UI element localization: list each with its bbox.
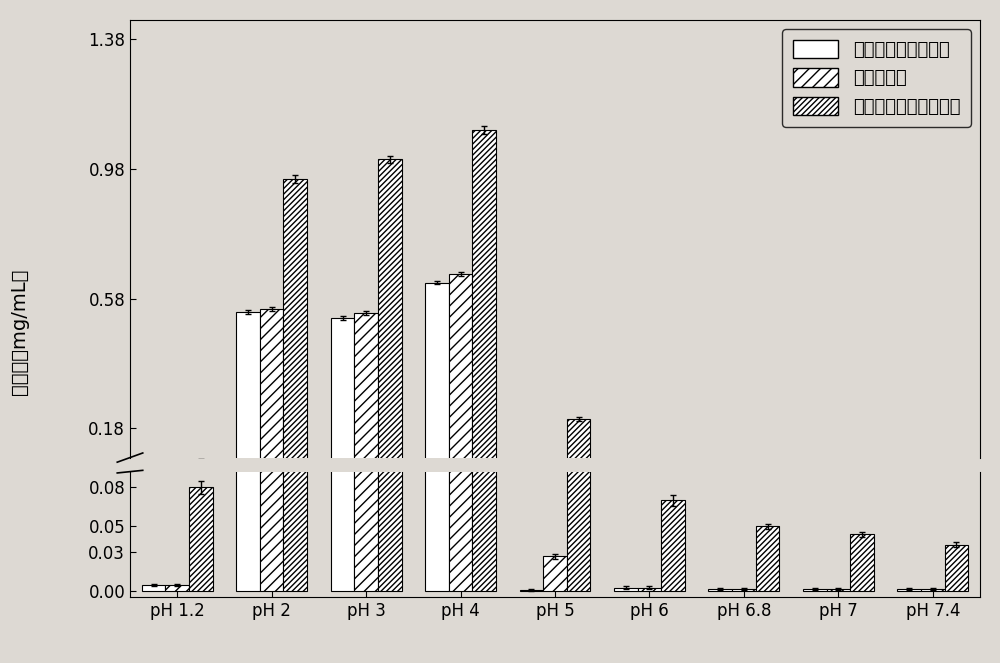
Bar: [945, 544, 968, 591]
Bar: [638, 486, 661, 487]
Bar: [425, 282, 449, 487]
Bar: [449, 274, 472, 487]
Bar: [425, 0, 449, 591]
Bar: [189, 461, 213, 487]
Bar: [945, 475, 968, 487]
Bar: [472, 0, 496, 591]
Bar: [897, 589, 921, 591]
Bar: [661, 501, 685, 591]
Bar: [260, 0, 283, 591]
Bar: [236, 312, 260, 487]
Bar: [378, 159, 402, 487]
Bar: [283, 0, 307, 591]
Bar: [331, 0, 354, 591]
Bar: [472, 130, 496, 487]
Bar: [756, 471, 779, 487]
Bar: [803, 589, 827, 591]
Bar: [921, 589, 945, 591]
Bar: [732, 589, 756, 591]
Bar: [614, 486, 638, 487]
Bar: [378, 0, 402, 591]
Bar: [283, 179, 307, 487]
Bar: [567, 418, 590, 487]
Bar: [449, 0, 472, 591]
Bar: [638, 587, 661, 591]
Bar: [543, 478, 567, 487]
Bar: [614, 587, 638, 591]
Bar: [543, 556, 567, 591]
Bar: [165, 585, 189, 591]
Bar: [850, 473, 874, 487]
Bar: [850, 534, 874, 591]
Bar: [260, 309, 283, 487]
Bar: [236, 0, 260, 591]
Text: 溶解度（mg/mL）: 溶解度（mg/mL）: [10, 269, 30, 394]
Bar: [354, 314, 378, 487]
Bar: [142, 585, 165, 591]
Bar: [354, 0, 378, 591]
Bar: [331, 318, 354, 487]
Bar: [708, 589, 732, 591]
Legend: 原料药盐酸鲁拉西酮, 物理混合物, 盐酸鲁拉西酮纳米晶体: 原料药盐酸鲁拉西酮, 物理混合物, 盐酸鲁拉西酮纳米晶体: [782, 29, 971, 127]
Bar: [567, 318, 590, 591]
Bar: [165, 485, 189, 487]
Bar: [189, 487, 213, 591]
Bar: [756, 526, 779, 591]
Bar: [661, 464, 685, 487]
Bar: [520, 590, 543, 591]
Bar: [827, 589, 850, 591]
Bar: [142, 485, 165, 487]
